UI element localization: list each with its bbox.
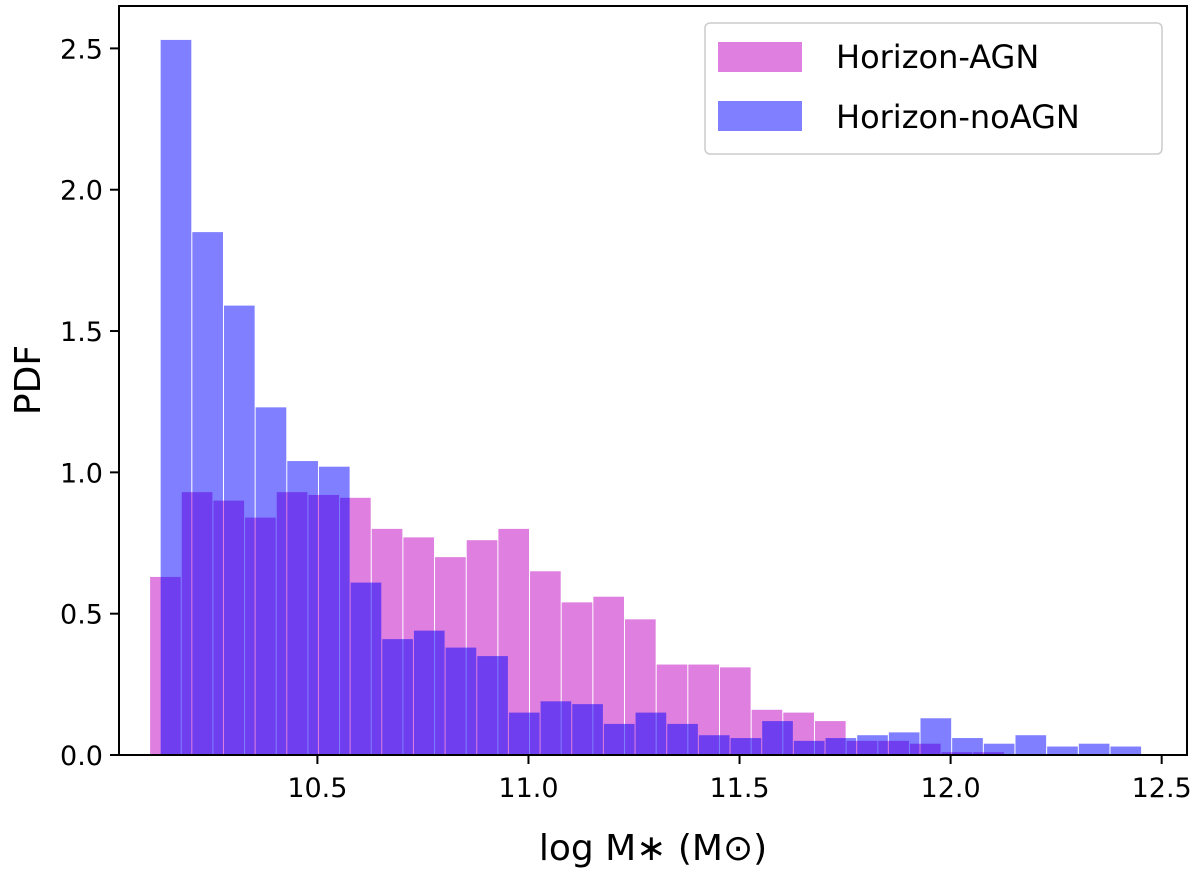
bar-horizon-noagn-18	[730, 738, 762, 755]
bar-horizon-noagn-28	[1047, 746, 1078, 755]
y-tick-label: 1.5	[60, 317, 103, 348]
x-tick-label: 11.0	[498, 773, 558, 804]
bar-horizon-noagn-4	[287, 461, 318, 755]
y-tick-label: 2.0	[60, 176, 103, 207]
bar-horizon-noagn-2	[223, 305, 255, 755]
bar-horizon-noagn-10	[477, 656, 508, 755]
x-tick-label: 11.5	[709, 773, 769, 804]
y-axis: 0.0 0.5 1.0 1.5 2.0 2.5	[60, 34, 119, 772]
bar-horizon-noagn-0	[160, 39, 192, 755]
bar-horizon-noagn-20	[793, 740, 825, 755]
bar-horizon-noagn-13	[572, 704, 603, 755]
bar-horizon-noagn-26	[983, 743, 1015, 755]
bar-horizon-noagn-9	[445, 647, 477, 755]
bar-horizon-noagn-21	[825, 738, 857, 755]
bar-horizon-noagn-19	[762, 721, 793, 755]
bar-horizon-noagn-29	[1078, 743, 1110, 755]
bar-horizon-noagn-1	[192, 232, 223, 755]
bar-horizon-noagn-7	[382, 639, 413, 755]
bar-horizon-noagn-11	[508, 712, 540, 755]
bar-horizon-noagn-25	[952, 738, 983, 755]
legend-frame	[704, 22, 1163, 155]
legend-label-horizon-agn: Horizon-AGN	[836, 38, 1039, 76]
y-tick-label: 0.0	[60, 741, 103, 772]
legend: Horizon-AGN Horizon-noAGN	[704, 22, 1163, 155]
y-tick-label: 2.5	[60, 34, 103, 65]
x-axis: 10.5 11.0 11.5 12.0 12.5	[287, 755, 1192, 804]
x-tick-label: 12.5	[1132, 773, 1192, 804]
legend-label-horizon-noagn: Horizon-noAGN	[836, 98, 1080, 136]
y-axis-label: PDF	[8, 345, 49, 415]
x-axis-label: log M∗ (M⊙)	[539, 828, 767, 869]
y-tick-label: 1.0	[60, 458, 103, 489]
bar-horizon-noagn-30	[1110, 746, 1142, 755]
bar-horizon-noagn-3	[255, 407, 287, 755]
x-tick-label: 10.5	[287, 773, 347, 804]
bar-horizon-noagn-12	[540, 701, 572, 755]
bar-horizon-noagn-15	[635, 712, 667, 755]
x-tick-label: 12.0	[921, 773, 981, 804]
plot-frame	[118, 5, 1188, 756]
bar-horizon-noagn-17	[698, 735, 730, 755]
bar-horizon-noagn-23	[888, 732, 920, 755]
bar-horizon-noagn-14	[603, 723, 635, 755]
legend-swatch-horizon-agn	[718, 42, 802, 72]
bars-layer	[150, 39, 1142, 755]
bar-horizon-noagn-6	[350, 582, 382, 755]
bar-horizon-noagn-24	[920, 718, 952, 755]
bar-horizon-noagn-22	[857, 735, 888, 755]
bar-horizon-noagn-16	[667, 723, 698, 755]
bar-horizon-noagn-8	[413, 630, 445, 755]
y-tick-label: 0.5	[60, 600, 103, 631]
bar-horizon-noagn-27	[1015, 735, 1047, 755]
legend-swatch-horizon-noagn	[718, 101, 802, 131]
bar-horizon-noagn-5	[318, 466, 350, 755]
